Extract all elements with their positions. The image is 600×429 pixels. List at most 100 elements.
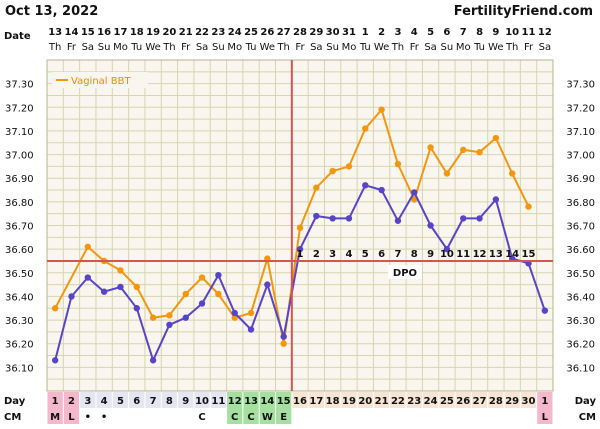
weekday-label: Su <box>441 42 454 53</box>
cm-value: W <box>262 412 273 423</box>
data-point <box>133 283 140 291</box>
data-point <box>296 224 304 232</box>
cm-cell <box>161 408 178 424</box>
cycle-day-cell <box>537 392 553 408</box>
y-tick-label-left: 36.20 <box>5 340 34 351</box>
cycle-day-number: 16 <box>293 396 307 407</box>
date-label: 24 <box>228 27 242 38</box>
dpo-number: 15 <box>522 249 536 260</box>
cycle-day-number: 28 <box>489 396 503 407</box>
cycle-day-cell <box>504 392 520 408</box>
cycle-day-cell <box>308 392 324 408</box>
weekday-label: Tu <box>130 42 142 53</box>
cm-value: M <box>50 412 60 423</box>
data-point <box>296 245 304 253</box>
weekday-label: Sa <box>82 42 94 53</box>
data-point <box>182 314 189 321</box>
date-label: 30 <box>326 27 340 38</box>
data-point <box>345 163 353 170</box>
data-point <box>394 160 402 168</box>
data-point <box>313 184 320 191</box>
cycle-day-cell <box>324 392 341 408</box>
cm-cell <box>210 408 227 424</box>
cycle-day-cell <box>243 392 259 408</box>
date-label: 16 <box>97 27 111 38</box>
cycle-day-number: 23 <box>407 396 421 407</box>
cycle-day-number: 5 <box>117 396 124 407</box>
cm-cell <box>129 408 145 424</box>
cm-cell <box>47 408 63 424</box>
data-point <box>215 290 222 298</box>
cycle-day-number: 13 <box>244 396 258 407</box>
data-point <box>329 215 336 222</box>
cycle-day-number: 21 <box>375 396 389 407</box>
y-tick-label-left: 36.30 <box>5 316 34 327</box>
date-label: 13 <box>48 27 62 38</box>
y-tick-label-right: 36.80 <box>566 198 595 209</box>
cycle-day-number: 17 <box>309 396 323 407</box>
weekday-label: Fr <box>67 42 77 53</box>
cm-cell <box>276 408 292 424</box>
data-point <box>247 326 255 333</box>
cm-cell <box>259 408 276 424</box>
cm-cell <box>455 408 471 424</box>
weekday-label: Su <box>212 42 225 53</box>
cycle-day-cell <box>210 392 227 408</box>
cycle-day-cell <box>341 392 357 408</box>
date-label: 15 <box>81 27 95 38</box>
cycle-day-number: 8 <box>166 396 173 407</box>
data-point <box>84 274 92 281</box>
data-point <box>329 167 336 175</box>
day-row-label-left: Day <box>4 396 26 407</box>
dpo-number: 6 <box>378 249 385 260</box>
cycle-day-number: 6 <box>133 396 140 407</box>
data-point <box>182 290 189 298</box>
cm-value: • <box>101 412 107 423</box>
cycle-day-number: 1 <box>52 396 59 407</box>
cycle-day-cell <box>63 392 80 408</box>
data-point <box>51 305 59 312</box>
date-label: 18 <box>130 27 144 38</box>
site-name: FertilityFriend.com <box>454 4 593 19</box>
data-point <box>166 312 173 319</box>
data-point <box>51 357 59 364</box>
cycle-day-number: 1 <box>541 396 548 407</box>
date-label: 3 <box>394 27 401 38</box>
cm-cell <box>145 408 161 424</box>
legend-entry: Vaginal BBT <box>71 76 131 87</box>
cycle-day-cell <box>390 392 406 408</box>
weekday-label: Sa <box>424 42 436 53</box>
weekday-label: We <box>374 42 389 53</box>
dpo-label-bg <box>388 265 422 279</box>
cm-cell <box>357 408 373 424</box>
day-row-label-right: Day <box>575 396 597 407</box>
cm-cell <box>488 408 504 424</box>
weekday-label: Th <box>505 42 518 53</box>
weekday-label: Mo <box>456 42 471 53</box>
cycle-day-number: 22 <box>391 396 405 407</box>
y-tick-label-right: 37.20 <box>566 103 595 114</box>
cm-row-label-right: CM <box>579 412 596 423</box>
y-tick-label-right: 36.30 <box>566 316 595 327</box>
weekday-label: Su <box>98 42 111 53</box>
cycle-day-cell <box>96 392 112 408</box>
chart-date: Oct 13, 2022 <box>5 4 98 19</box>
dpo-number: 2 <box>313 249 320 260</box>
date-label: 8 <box>476 27 483 38</box>
series-lines <box>51 106 549 364</box>
y-tick-label-left: 37.00 <box>5 151 34 162</box>
data-point <box>166 321 173 328</box>
data-point <box>411 189 418 196</box>
y-tick-label-right: 36.70 <box>566 222 595 233</box>
y-axis: 37.30 37.30 37.20 37.20 37.10 37.10 37.00 37.00… <box>5 80 595 375</box>
cm-cell <box>504 408 520 424</box>
data-point <box>345 215 353 222</box>
data-point <box>476 215 483 222</box>
date-label: 20 <box>162 27 176 38</box>
cm-value: C <box>198 412 205 423</box>
cycle-day-cell <box>259 392 276 408</box>
y-tick-label-right: 37.30 <box>566 80 595 91</box>
y-tick-label-right: 36.50 <box>566 269 595 280</box>
data-point <box>460 146 467 154</box>
